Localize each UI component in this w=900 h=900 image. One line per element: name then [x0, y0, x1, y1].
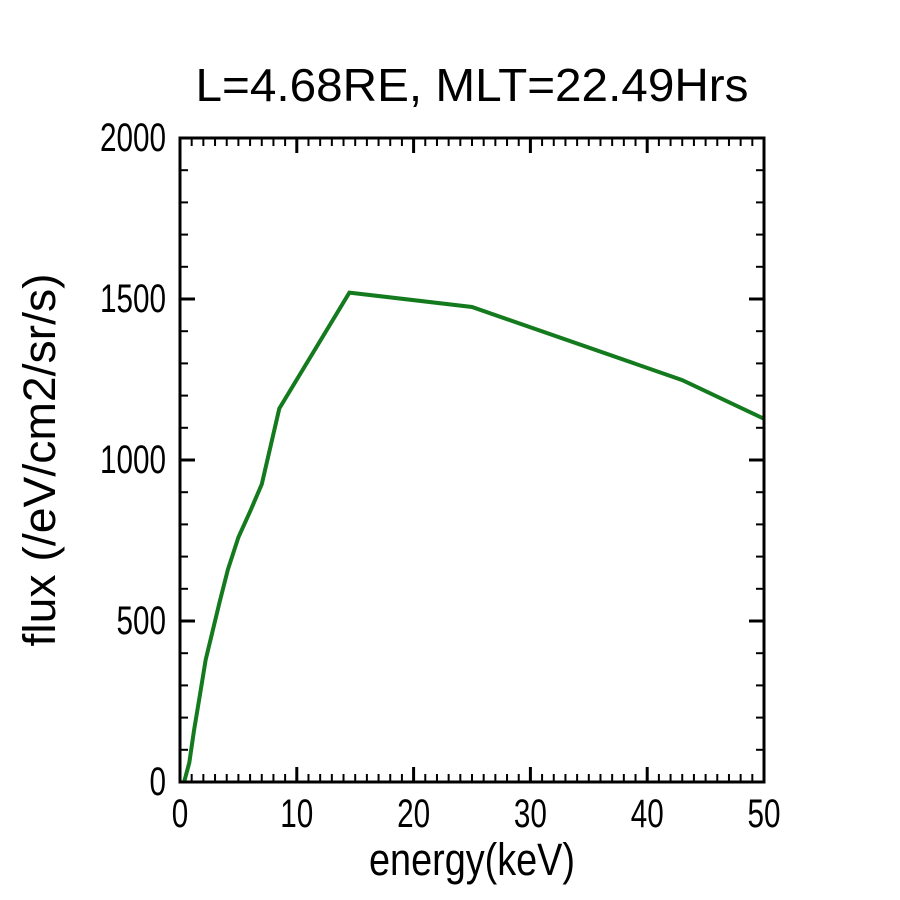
- y-tick-label: 2000: [100, 116, 166, 160]
- flux-curve: [182, 290, 765, 783]
- x-tick-label: 30: [514, 792, 547, 836]
- x-tick-label: 0: [172, 792, 189, 836]
- x-tick-label: 20: [397, 792, 430, 836]
- x-tick-label: 50: [748, 792, 781, 836]
- y-tick-label: 500: [117, 599, 167, 643]
- x-axis-label: energy(keV): [369, 834, 575, 885]
- y-tick-label: 1000: [100, 438, 166, 482]
- y-axis-label: flux (/eV/cm2/sr/s): [14, 274, 65, 647]
- x-tick-label: 10: [280, 792, 313, 836]
- y-tick-label: 1500: [100, 277, 166, 321]
- x-tick-label: 40: [631, 792, 664, 836]
- plot-frame-box: [178, 136, 766, 784]
- y-tick-label: 0: [150, 760, 167, 804]
- chart-title: L=4.68RE, MLT=22.49Hrs: [196, 59, 749, 111]
